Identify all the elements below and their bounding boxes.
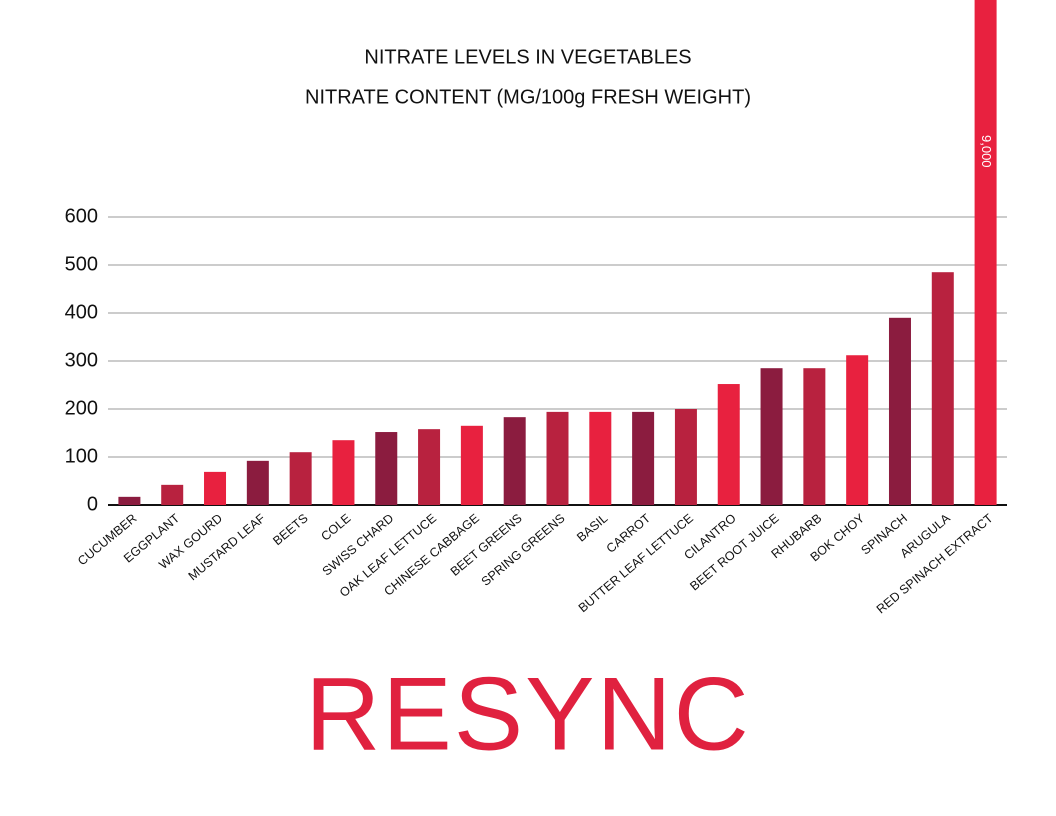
bar — [760, 368, 783, 505]
y-tick-label: 300 — [65, 349, 98, 371]
bar — [546, 411, 569, 505]
bar — [118, 496, 141, 505]
chart-subtitle: NITRATE CONTENT (MG/100g FRESH WEIGHT) — [305, 86, 751, 108]
bar — [717, 384, 740, 505]
value-label: 9,000 — [979, 135, 994, 168]
bar — [503, 417, 526, 505]
brand-logo: RESYNC — [305, 656, 750, 772]
chart-title: NITRATE LEVELS IN VEGETABLES — [364, 46, 691, 68]
y-tick-label: 600 — [65, 205, 98, 227]
bar — [974, 0, 997, 505]
bar — [931, 272, 954, 505]
bar — [460, 425, 483, 505]
y-tick-label: 200 — [65, 397, 98, 419]
y-tick-label: 0 — [87, 493, 98, 515]
y-tick-label: 400 — [65, 301, 98, 323]
bar — [888, 317, 911, 505]
bar — [289, 452, 312, 505]
bar — [418, 429, 441, 505]
bar — [332, 440, 355, 505]
bar — [246, 460, 269, 505]
bar — [589, 411, 612, 505]
x-tick-label: BEETS — [270, 511, 310, 548]
bar — [161, 484, 184, 505]
x-tick-label: BASIL — [574, 511, 610, 545]
x-tick-label: COLE — [318, 511, 353, 544]
bar — [674, 409, 697, 505]
bar — [632, 411, 655, 505]
bar — [204, 471, 227, 505]
y-tick-label: 100 — [65, 445, 98, 467]
y-tick-label: 500 — [65, 253, 98, 275]
bar — [803, 368, 826, 505]
bar — [375, 432, 398, 505]
x-tick-label: MUSTARD LEAF — [186, 511, 269, 583]
bar — [846, 355, 869, 505]
